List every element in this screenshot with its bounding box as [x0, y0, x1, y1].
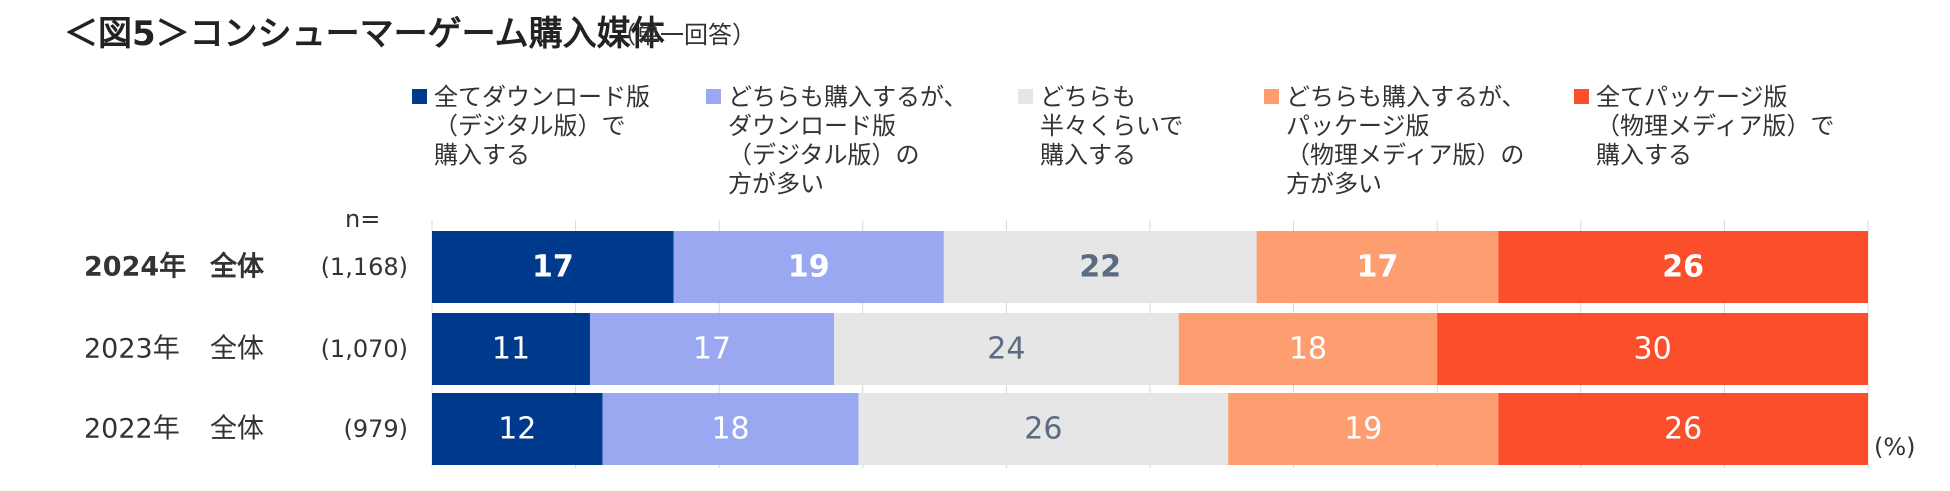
legend-swatch: [1574, 89, 1589, 104]
legend-label: （物理メディア版）の: [1286, 141, 1524, 169]
data-label: 17: [693, 332, 731, 367]
bar-segment: [602, 393, 859, 465]
bar-segment: [1228, 393, 1499, 465]
legend-label: （デジタル版）で: [434, 112, 626, 140]
data-label: 18: [711, 412, 749, 447]
bar-segment: [432, 393, 603, 465]
bar-segment: [673, 231, 944, 303]
bar-segment: [1437, 313, 1868, 385]
legend-label: （デジタル版）の: [728, 141, 920, 169]
row-labels: 2024年 全体 (1,168)2023年 全体 (1,070)2022年 全体 (979): [84, 251, 408, 445]
data-label: 17: [1357, 250, 1399, 285]
bar-segment: [1498, 231, 1868, 303]
data-label: 22: [1079, 250, 1121, 285]
data-label: 11: [492, 332, 530, 367]
data-label: 26: [1024, 412, 1062, 447]
bar-segment: [432, 313, 590, 385]
bar-segment: [834, 313, 1179, 385]
data-label: 19: [788, 250, 830, 285]
chart-subtitle: （単一回答）: [612, 21, 756, 49]
legend-label: どちらも購入するが、: [728, 83, 968, 111]
legend-label: 全てパッケージ版: [1596, 83, 1788, 111]
data-label: 26: [1662, 250, 1704, 285]
legend-swatch: [412, 89, 427, 104]
legend-label: パッケージ版: [1286, 112, 1430, 140]
data-label: 26: [1664, 412, 1702, 447]
bar-segment: [589, 313, 835, 385]
legend-swatch: [706, 89, 721, 104]
bar-segment: [943, 231, 1257, 303]
data-label: 30: [1634, 332, 1672, 367]
legend-label: 全てダウンロード版: [434, 83, 650, 111]
bar-segment: [858, 393, 1229, 465]
bar-segment: [1178, 313, 1438, 385]
unit-label: (%): [1874, 433, 1916, 461]
n-header: n=: [345, 205, 380, 233]
data-label: 24: [987, 332, 1025, 367]
bar-segment: [1498, 393, 1868, 465]
legend-label: どちらも: [1040, 83, 1136, 111]
legend-label: ダウンロード版: [728, 112, 896, 140]
n-value: (979): [343, 415, 408, 443]
legend-swatch: [1264, 89, 1279, 104]
row-label: 全体: [209, 251, 265, 283]
n-value: (1,070): [321, 335, 408, 363]
row-label: 2023年: [84, 334, 180, 365]
legend-label: どちらも購入するが、: [1286, 83, 1526, 111]
legend-label: （物理メディア版）で: [1596, 112, 1834, 140]
row-label: 2024年: [84, 251, 186, 283]
legend-label: 半々くらいで: [1040, 112, 1183, 140]
legend-label: 方が多い: [728, 170, 824, 198]
row-label: 全体: [210, 414, 264, 445]
legend-label: 購入する: [1596, 141, 1692, 169]
bars: 17 19 22 17 26 11 17 24 18 30 12 18 26 19 26: [432, 231, 1868, 465]
n-value: (1,168): [321, 253, 408, 281]
row-label: 全体: [210, 334, 264, 365]
bar-segment: [432, 231, 674, 303]
data-label: 12: [498, 412, 536, 447]
data-label: 17: [532, 250, 574, 285]
legend: 全てダウンロード版（デジタル版）で購入するどちらも購入するが、ダウンロード版（デ…: [412, 83, 1834, 198]
legend-label: 購入する: [1040, 141, 1136, 169]
bar-segment: [1256, 231, 1499, 303]
chart-title: ＜図5＞コンシューマーゲーム購入媒体: [64, 14, 665, 54]
legend-label: 購入する: [434, 141, 530, 169]
legend-label: 方が多い: [1286, 170, 1382, 198]
row-label: 2022年: [84, 414, 180, 445]
legend-swatch: [1018, 89, 1033, 104]
data-label: 19: [1344, 412, 1382, 447]
data-label: 18: [1289, 332, 1327, 367]
